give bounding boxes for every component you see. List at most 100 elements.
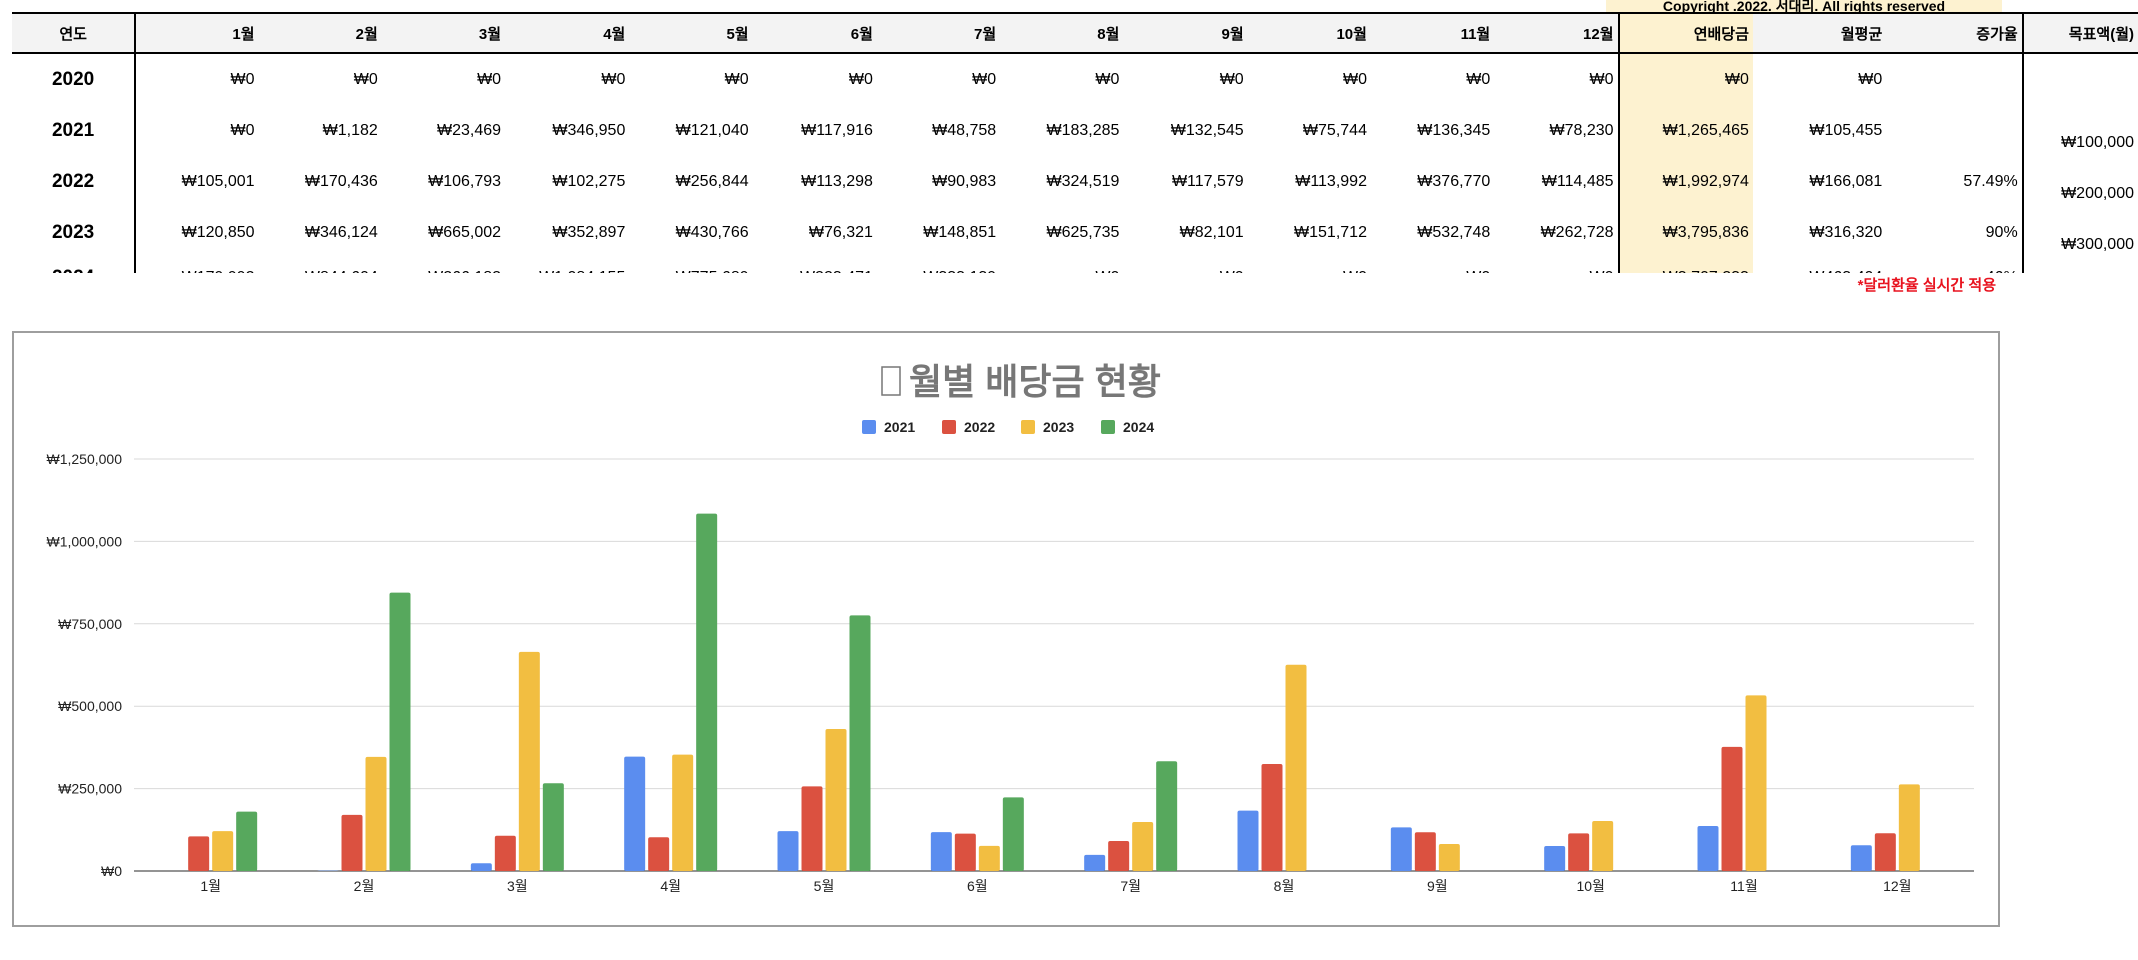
bar-2023-9[interactable] (1438, 843, 1460, 871)
header-monthly-avg[interactable]: 월평균 (1752, 12, 1887, 54)
bar-2022-11[interactable] (1721, 746, 1743, 871)
bar-2024-4[interactable] (696, 513, 718, 871)
cell-month-4[interactable]: ₩346,950 (552, 121, 626, 139)
cell-monthly-avg[interactable]: ₩463,404 (1753, 258, 1886, 273)
cell-month-2[interactable]: ₩346,124 (304, 223, 378, 241)
cell-increase[interactable] (1886, 53, 2022, 105)
header-increase[interactable]: 증가율 (1886, 12, 2023, 54)
bar-2021-6[interactable] (930, 832, 952, 871)
cell-month-12[interactable]: ₩114,485 (1541, 172, 1614, 190)
bar-2021-4[interactable] (624, 756, 646, 871)
cell-month-10[interactable]: ₩0 (1248, 258, 1371, 273)
bar-2021-10[interactable] (1544, 846, 1566, 871)
header-month-1[interactable]: 1월 (135, 12, 259, 54)
cell-goal[interactable]: ₩200,000 (2021, 156, 2138, 207)
cell-month-4[interactable]: ₩102,275 (552, 172, 626, 190)
bar-2022-12[interactable] (1874, 833, 1896, 871)
bar-2024-5[interactable] (849, 615, 871, 871)
header-month-11[interactable]: 11월 (1370, 12, 1495, 54)
cell-increase[interactable]: 57.49% (1963, 172, 2018, 190)
bar-2023-2[interactable] (365, 756, 387, 871)
cell-year[interactable]: 2022 (12, 156, 137, 207)
header-month-3[interactable]: 3월 (381, 12, 506, 54)
cell-month-9[interactable]: ₩0 (1123, 258, 1247, 273)
bar-2022-7[interactable] (1108, 841, 1130, 871)
bar-2021-9[interactable] (1390, 827, 1412, 871)
cell-month-3[interactable]: ₩106,793 (428, 172, 502, 190)
cell-monthly-avg[interactable]: ₩316,320 (1809, 223, 1883, 241)
cell-month-1[interactable]: ₩0 (230, 121, 255, 139)
cell-monthly-avg[interactable]: ₩105,455 (1809, 121, 1883, 139)
header-goal[interactable]: 목표액(월) (2021, 12, 2138, 54)
cell-month-11[interactable]: ₩0 (1371, 258, 1494, 273)
cell-month-11[interactable]: ₩136,345 (1417, 121, 1491, 139)
bar-2022-6[interactable] (954, 833, 976, 871)
cell-year[interactable]: 2023 (12, 207, 137, 258)
header-month-6[interactable]: 6월 (752, 12, 877, 54)
cell-month-5[interactable]: ₩121,040 (675, 121, 749, 139)
bar-2021-3[interactable] (470, 863, 492, 871)
cell-monthly-avg[interactable]: ₩166,081 (1809, 172, 1883, 190)
header-month-9[interactable]: 9월 (1123, 12, 1248, 54)
cell-month-3[interactable]: ₩23,469 (437, 121, 502, 139)
monthly-dividend-chart[interactable]: ₩0 ₩250,000 ₩500,000 ₩750,000 ₩1,000,000 ₩1,2… (12, 331, 2000, 927)
cell-month-2[interactable]: ₩170,436 (304, 172, 378, 190)
bar-2023-12[interactable] (1898, 784, 1920, 871)
cell-increase[interactable]: 90% (1985, 223, 2018, 241)
cell-month-1[interactable]: ₩179,992 (135, 258, 258, 273)
header-month-12[interactable]: 12월 (1494, 12, 1619, 54)
cell-month-3[interactable]: ₩266,182 (382, 258, 505, 273)
bar-2024-7[interactable] (1156, 761, 1178, 871)
cell-month-9[interactable]: ₩132,545 (1170, 121, 1244, 139)
bar-2024-2[interactable] (389, 592, 411, 871)
bar-2023-3[interactable] (518, 651, 540, 871)
cell-month-11[interactable]: ₩0 (1466, 70, 1491, 88)
bar-2022-8[interactable] (1261, 764, 1283, 871)
cell-annual[interactable]: ₩3,707,233 (1617, 258, 1753, 273)
cell-month-7[interactable]: ₩0 (972, 70, 997, 88)
cell-monthly-avg[interactable]: ₩0 (1858, 70, 1883, 88)
legend-item-2023[interactable]: 2023 (1021, 419, 1074, 435)
cell-month-7[interactable]: ₩148,851 (923, 223, 997, 241)
cell-month-10[interactable]: ₩75,744 (1302, 121, 1367, 139)
cell-month-7[interactable]: ₩333,139 (877, 258, 1000, 273)
cell-month-6[interactable]: ₩76,321 (808, 223, 873, 241)
cell-annual[interactable]: ₩1,992,974 (1617, 156, 1753, 207)
header-month-2[interactable]: 2월 (258, 12, 382, 54)
cell-year[interactable]: 2020 (12, 53, 137, 105)
cell-month-5[interactable]: ₩256,844 (675, 172, 749, 190)
cell-increase[interactable]: 46% (1886, 258, 2022, 273)
cell-month-8[interactable]: ₩0 (1095, 70, 1120, 88)
cell-month-12[interactable]: ₩78,230 (1549, 121, 1614, 139)
bar-2022-10[interactable] (1568, 833, 1590, 871)
bar-2022-4[interactable] (648, 837, 670, 871)
cell-month-4[interactable]: ₩1,084,155 (505, 258, 629, 273)
bar-2023-6[interactable] (978, 845, 1000, 871)
legend-item-2024[interactable]: 2024 (1101, 419, 1154, 435)
bar-2021-8[interactable] (1237, 810, 1259, 871)
cell-month-2[interactable]: ₩844,604 (259, 258, 382, 273)
bar-2021-5[interactable] (777, 831, 799, 871)
legend-item-2021[interactable]: 2021 (862, 419, 915, 435)
bar-2023-8[interactable] (1285, 664, 1307, 871)
bar-2023-11[interactable] (1745, 695, 1767, 871)
bar-2023-10[interactable] (1592, 820, 1614, 871)
cell-month-9[interactable]: ₩0 (1219, 70, 1244, 88)
header-month-8[interactable]: 8월 (1000, 12, 1124, 54)
cell-annual[interactable]: ₩0 (1617, 53, 1753, 105)
bar-2021-11[interactable] (1697, 826, 1719, 871)
cell-month-7[interactable]: ₩48,758 (932, 121, 997, 139)
header-month-5[interactable]: 5월 (629, 12, 753, 54)
cell-month-1[interactable]: ₩105,001 (181, 172, 255, 190)
cell-year[interactable]: 2024 (12, 258, 137, 273)
bar-2021-12[interactable] (1850, 845, 1872, 871)
cell-goal[interactable]: ₩400,000 (2021, 258, 2138, 273)
cell-month-4[interactable]: ₩352,897 (552, 223, 626, 241)
cell-month-1[interactable]: ₩0 (230, 70, 255, 88)
cell-month-7[interactable]: ₩90,983 (932, 172, 997, 190)
bar-2021-7[interactable] (1084, 854, 1106, 871)
cell-month-6[interactable]: ₩223,471 (753, 258, 877, 273)
cell-month-2[interactable]: ₩1,182 (322, 121, 378, 139)
header-annual[interactable]: 연배당금 (1617, 12, 1753, 54)
bar-2023-1[interactable] (212, 831, 234, 871)
